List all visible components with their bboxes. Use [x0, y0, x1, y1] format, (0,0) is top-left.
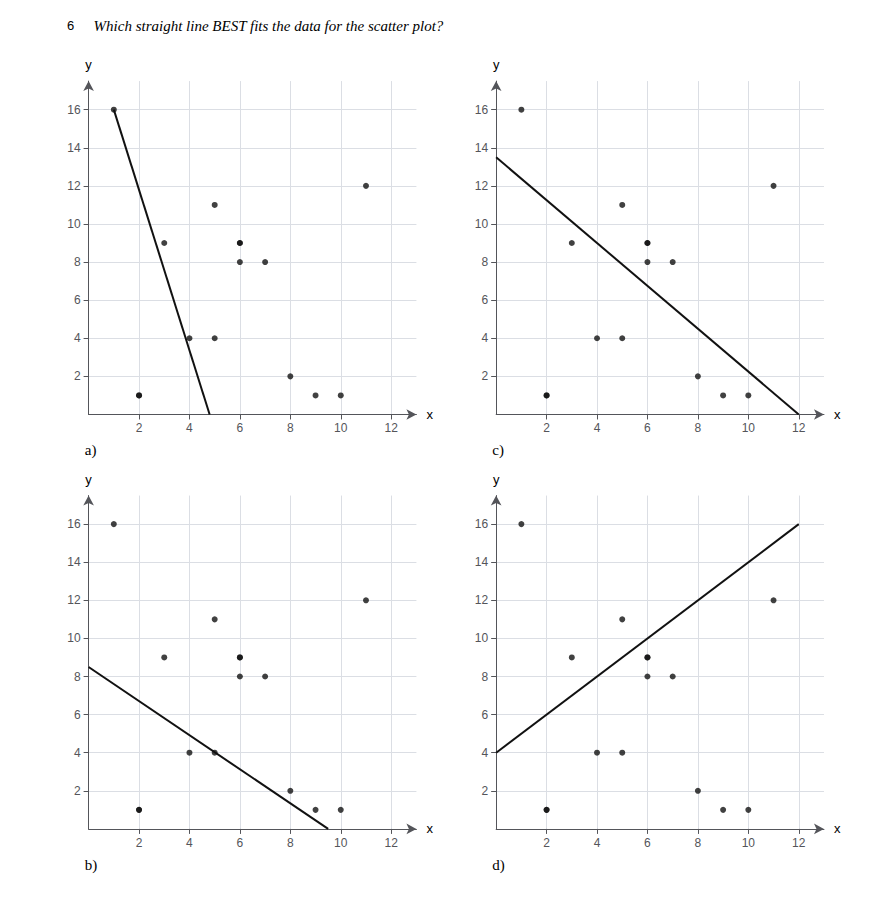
svg-text:12: 12	[385, 836, 399, 850]
svg-text:6: 6	[74, 708, 81, 722]
svg-text:16: 16	[67, 103, 81, 117]
svg-text:4: 4	[186, 421, 193, 435]
svg-text:y: y	[85, 472, 92, 487]
svg-text:16: 16	[475, 103, 489, 117]
svg-text:12: 12	[67, 179, 81, 193]
svg-text:y: y	[85, 57, 92, 72]
svg-text:6: 6	[644, 836, 651, 850]
svg-text:a): a)	[85, 442, 97, 459]
svg-text:8: 8	[287, 836, 294, 850]
svg-text:10: 10	[742, 836, 756, 850]
svg-text:y: y	[493, 472, 500, 487]
svg-text:14: 14	[475, 141, 489, 155]
svg-text:12: 12	[385, 421, 399, 435]
svg-text:6: 6	[644, 421, 651, 435]
svg-text:12: 12	[792, 836, 806, 850]
svg-text:16: 16	[67, 517, 81, 531]
svg-text:c): c)	[492, 442, 504, 459]
svg-text:12: 12	[792, 421, 806, 435]
svg-text:x: x	[834, 821, 841, 836]
svg-text:y: y	[493, 57, 500, 72]
svg-text:4: 4	[481, 746, 488, 760]
svg-text:2: 2	[481, 369, 488, 383]
svg-text:4: 4	[594, 421, 601, 435]
svg-text:16: 16	[475, 517, 489, 531]
svg-text:2: 2	[136, 421, 143, 435]
svg-text:12: 12	[475, 179, 489, 193]
svg-text:4: 4	[74, 331, 81, 345]
svg-text:8: 8	[695, 421, 702, 435]
svg-text:10: 10	[742, 421, 756, 435]
svg-text:6: 6	[237, 836, 244, 850]
svg-text:2: 2	[74, 784, 81, 798]
svg-text:x: x	[426, 821, 433, 836]
svg-text:d): d)	[492, 857, 505, 874]
svg-text:8: 8	[481, 670, 488, 684]
svg-text:2: 2	[543, 421, 550, 435]
svg-text:2: 2	[481, 784, 488, 798]
svg-text:b): b)	[85, 857, 98, 874]
svg-text:10: 10	[334, 421, 348, 435]
svg-text:8: 8	[695, 836, 702, 850]
svg-text:10: 10	[475, 217, 489, 231]
svg-text:6: 6	[67, 18, 74, 33]
svg-text:6: 6	[74, 293, 81, 307]
svg-text:Which straight line BEST fits: Which straight line BEST fits the data f…	[94, 18, 444, 34]
svg-text:10: 10	[67, 217, 81, 231]
svg-text:2: 2	[136, 836, 143, 850]
svg-text:4: 4	[74, 746, 81, 760]
svg-text:2: 2	[543, 836, 550, 850]
svg-text:4: 4	[594, 836, 601, 850]
svg-text:10: 10	[67, 631, 81, 645]
svg-text:8: 8	[74, 670, 81, 684]
svg-text:8: 8	[481, 255, 488, 269]
svg-text:6: 6	[237, 421, 244, 435]
svg-text:4: 4	[186, 836, 193, 850]
svg-text:8: 8	[287, 421, 294, 435]
svg-text:14: 14	[67, 141, 81, 155]
svg-text:4: 4	[481, 331, 488, 345]
svg-text:12: 12	[475, 593, 489, 607]
svg-text:14: 14	[475, 555, 489, 569]
svg-text:14: 14	[67, 555, 81, 569]
svg-text:10: 10	[475, 631, 489, 645]
svg-text:2: 2	[74, 369, 81, 383]
svg-text:6: 6	[481, 293, 488, 307]
svg-text:10: 10	[334, 836, 348, 850]
svg-text:x: x	[426, 407, 433, 422]
svg-text:12: 12	[67, 593, 81, 607]
svg-text:8: 8	[74, 255, 81, 269]
svg-text:6: 6	[481, 708, 488, 722]
svg-text:x: x	[834, 407, 841, 422]
